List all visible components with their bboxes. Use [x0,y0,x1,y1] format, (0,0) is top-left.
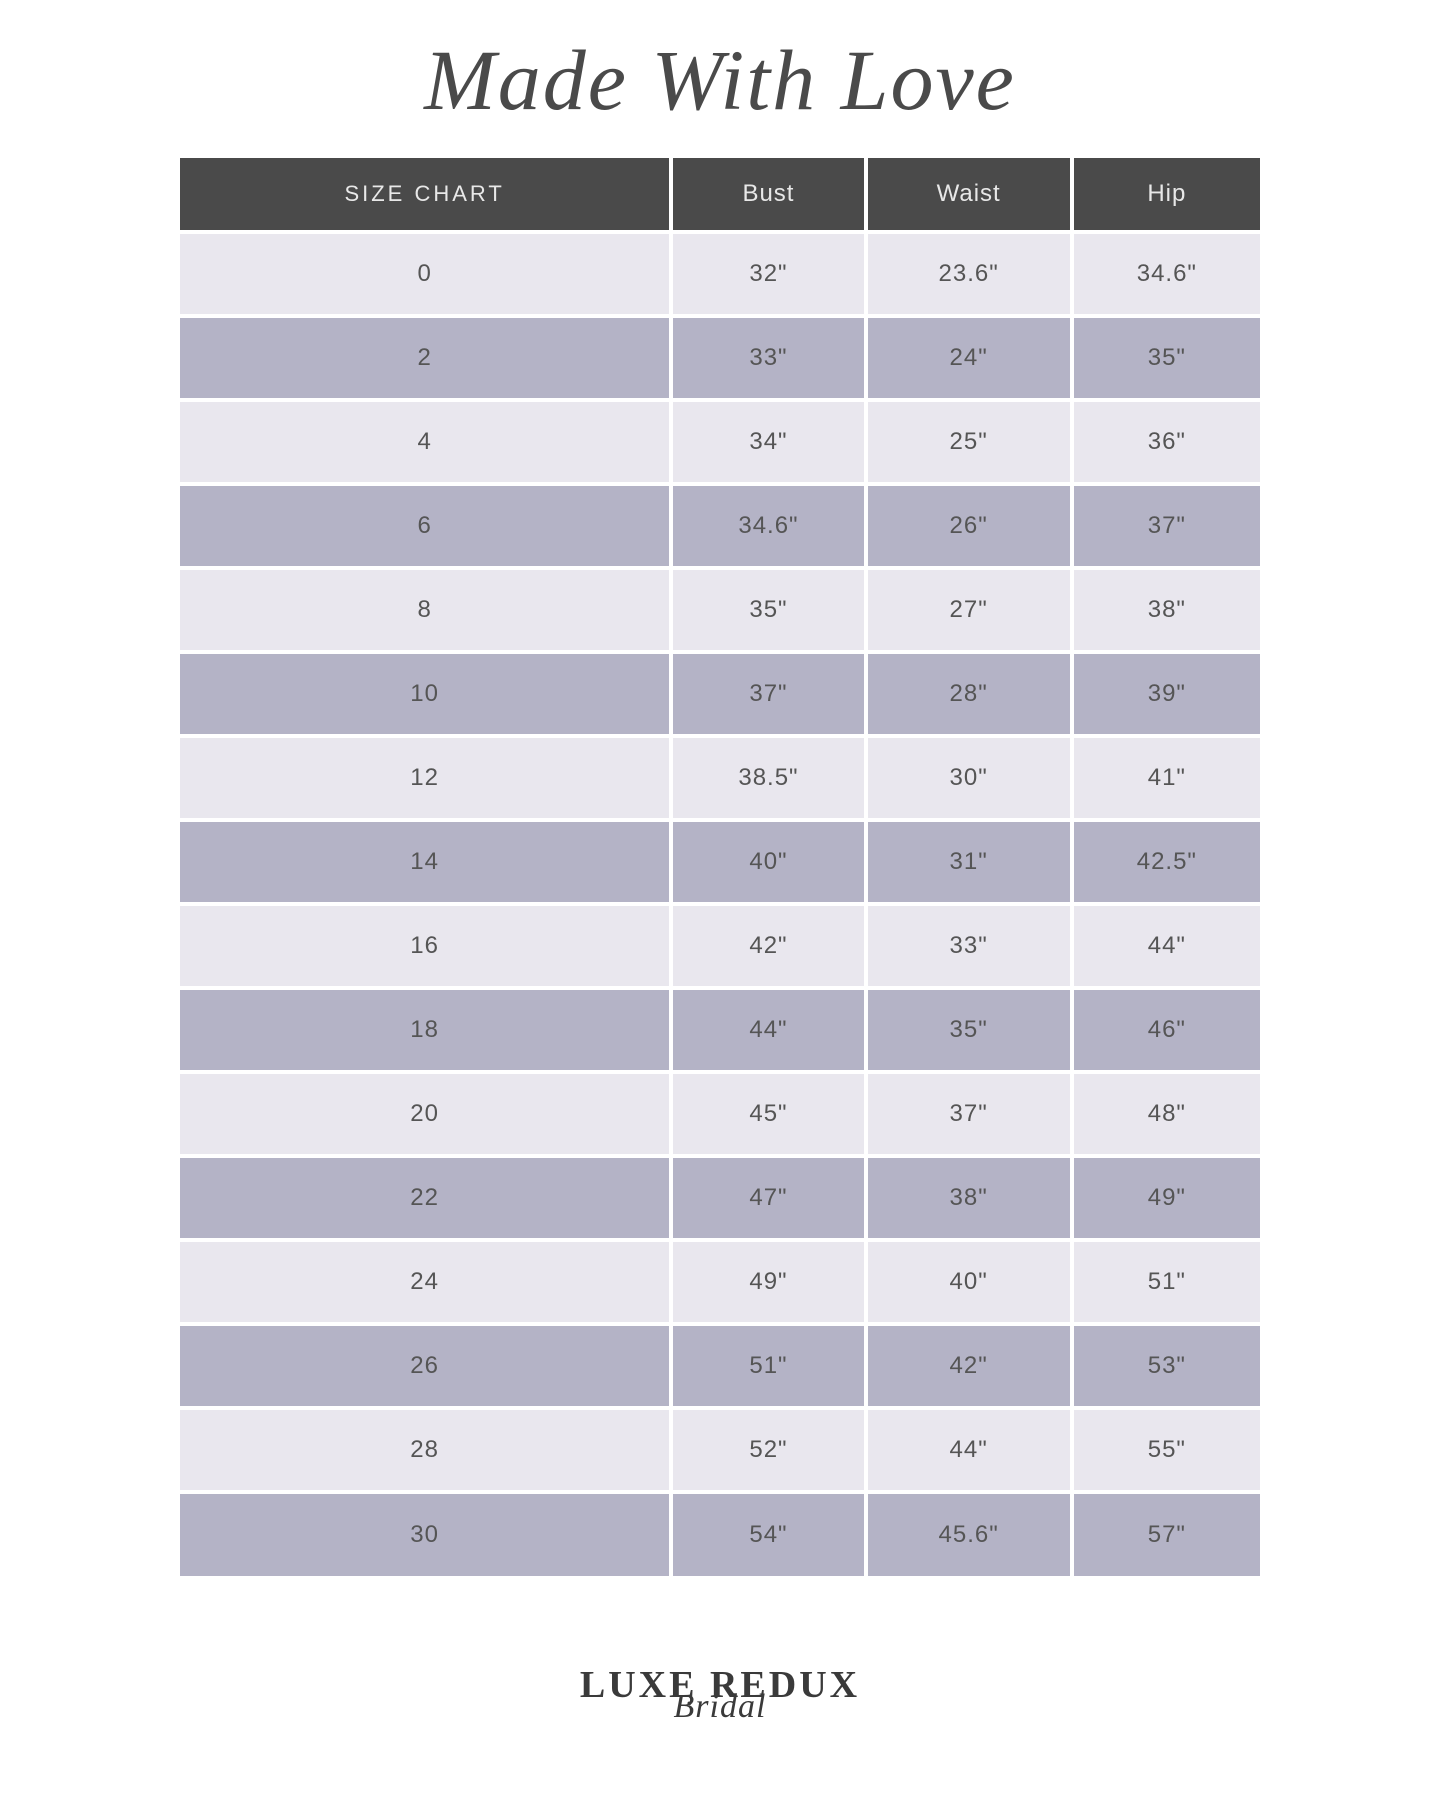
table-cell: 57" [1072,1492,1260,1576]
table-cell: 22 [180,1156,671,1240]
table-cell: 52" [671,1408,865,1492]
table-cell: 37" [1072,484,1260,568]
table-cell: 10 [180,652,671,736]
table-cell: 41" [1072,736,1260,820]
table-cell: 38" [1072,568,1260,652]
col-header-waist: Waist [866,158,1072,232]
table-cell: 34" [671,400,865,484]
table-header-row: SIZE CHART Bust Waist Hip [180,158,1260,232]
table-cell: 37" [671,652,865,736]
table-row: 1844"35"46" [180,988,1260,1072]
footer-brand-main: LUXE REDUX • [580,1666,860,1704]
table-cell: 45.6" [866,1492,1072,1576]
table-cell: 31" [866,820,1072,904]
footer-logo: LUXE REDUX • Bridal [580,1666,860,1726]
table-row: 2852"44"55" [180,1408,1260,1492]
table-cell: 48" [1072,1072,1260,1156]
table-cell: 33" [671,316,865,400]
table-cell: 28 [180,1408,671,1492]
col-header-size: SIZE CHART [180,158,671,232]
table-cell: 44" [671,988,865,1072]
table-cell: 55" [1072,1408,1260,1492]
table-cell: 51" [671,1324,865,1408]
table-row: 2651"42"53" [180,1324,1260,1408]
table-row: 634.6"26"37" [180,484,1260,568]
col-header-hip: Hip [1072,158,1260,232]
table-cell: 51" [1072,1240,1260,1324]
table-cell: 12 [180,736,671,820]
table-cell: 44" [1072,904,1260,988]
table-row: 1238.5"30"41" [180,736,1260,820]
table-cell: 35" [1072,316,1260,400]
table-row: 1037"28"39" [180,652,1260,736]
table-cell: 18 [180,988,671,1072]
table-cell: 30" [866,736,1072,820]
table-cell: 8 [180,568,671,652]
table-cell: 42.5" [1072,820,1260,904]
table-row: 2449"40"51" [180,1240,1260,1324]
table-cell: 2 [180,316,671,400]
table-cell: 53" [1072,1324,1260,1408]
table-cell: 45" [671,1072,865,1156]
table-row: 032"23.6"34.6" [180,232,1260,316]
col-header-bust: Bust [671,158,865,232]
table-cell: 42" [866,1324,1072,1408]
table-cell: 24" [866,316,1072,400]
table-cell: 33" [866,904,1072,988]
table-cell: 37" [866,1072,1072,1156]
table-row: 233"24"35" [180,316,1260,400]
table-cell: 42" [671,904,865,988]
table-cell: 6 [180,484,671,568]
table-cell: 14 [180,820,671,904]
table-row: 835"27"38" [180,568,1260,652]
footer-dot-icon: • [687,1698,692,1712]
table-cell: 24 [180,1240,671,1324]
page: Made With Love SIZE CHART Bust Waist Hip… [0,0,1440,1800]
table-cell: 39" [1072,652,1260,736]
table-cell: 20 [180,1072,671,1156]
table-cell: 26" [866,484,1072,568]
table-row: 1440"31"42.5" [180,820,1260,904]
table-cell: 49" [671,1240,865,1324]
table-cell: 40" [866,1240,1072,1324]
table-cell: 49" [1072,1156,1260,1240]
table-cell: 35" [866,988,1072,1072]
page-title: Made With Love [424,30,1016,130]
table-cell: 27" [866,568,1072,652]
table-cell: 36" [1072,400,1260,484]
table-cell: 26 [180,1324,671,1408]
table-cell: 46" [1072,988,1260,1072]
table-cell: 38" [866,1156,1072,1240]
table-cell: 30 [180,1492,671,1576]
table-row: 434"25"36" [180,400,1260,484]
table-cell: 23.6" [866,232,1072,316]
table-cell: 28" [866,652,1072,736]
table-cell: 25" [866,400,1072,484]
table-cell: 44" [866,1408,1072,1492]
table-cell: 0 [180,232,671,316]
table-cell: 38.5" [671,736,865,820]
table-row: 3054"45.6"57" [180,1492,1260,1576]
table-cell: 32" [671,232,865,316]
table-cell: 54" [671,1492,865,1576]
table-cell: 34.6" [671,484,865,568]
table-cell: 34.6" [1072,232,1260,316]
table-cell: 4 [180,400,671,484]
table-cell: 47" [671,1156,865,1240]
size-chart-table: SIZE CHART Bust Waist Hip 032"23.6"34.6"… [180,158,1260,1576]
table-cell: 35" [671,568,865,652]
table-row: 2045"37"48" [180,1072,1260,1156]
table-cell: 16 [180,904,671,988]
footer-brand-main-text: LUXE REDUX [580,1664,860,1706]
table-row: 1642"33"44" [180,904,1260,988]
table-body: 032"23.6"34.6"233"24"35"434"25"36"634.6"… [180,232,1260,1576]
table-cell: 40" [671,820,865,904]
table-row: 2247"38"49" [180,1156,1260,1240]
